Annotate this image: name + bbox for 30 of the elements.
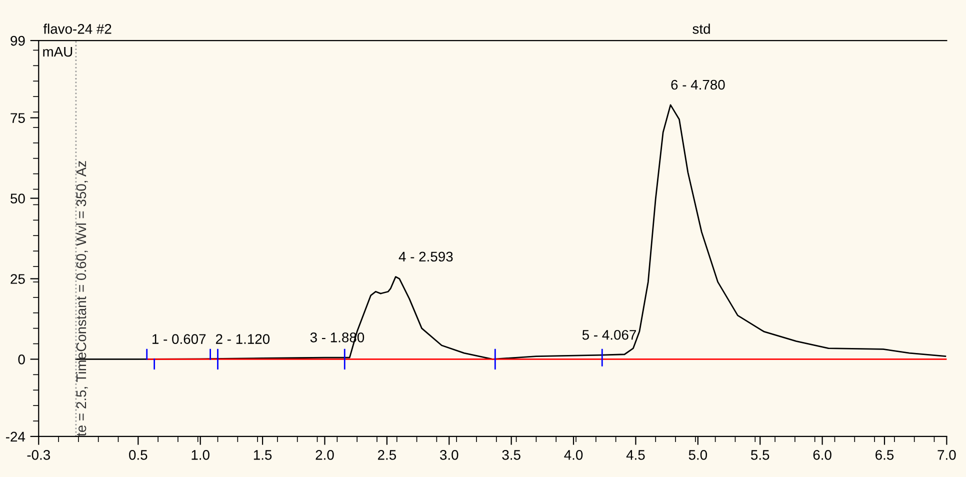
x-tick-label: 7.0: [938, 450, 956, 460]
annotation: 5 - 4.067: [582, 330, 636, 340]
annotation: 2 - 1.120: [216, 334, 270, 344]
x-tick-label: 1.5: [254, 450, 272, 460]
x-tick-label: 4.0: [564, 450, 583, 460]
x-tick-label: 2.0: [316, 450, 334, 460]
chart-subtitle: std: [692, 24, 710, 34]
y-tick-label: 0: [18, 354, 25, 364]
y-tick-label: 25: [10, 274, 25, 284]
x-tick-label: 6.5: [876, 450, 894, 460]
x-tick-label: 2.5: [378, 450, 396, 460]
y-tick-label: 99: [10, 36, 25, 46]
annotation: te = 2.5, TimeConstant = 0.60, Wvl = 350, Az: [76, 161, 88, 436]
x-tick-label: 5.5: [751, 450, 770, 460]
x-tick-label: 3.5: [502, 450, 520, 460]
x-tick-label: 5.0: [688, 450, 708, 460]
x-tick-label: -0.3: [27, 450, 50, 460]
annotation: 1 - 0.607: [152, 334, 206, 344]
x-tick-label: 1.0: [192, 450, 210, 460]
x-tick-label: 4.5: [626, 450, 645, 460]
y-tick-label: 75: [10, 113, 25, 123]
annotation: 4 - 2.593: [398, 252, 453, 262]
y-axis-title: mAU: [43, 46, 72, 57]
annotation: 6 - 4.780: [671, 80, 725, 90]
x-tick-label: 0.5: [129, 450, 148, 460]
y-tick-label: -24: [6, 432, 26, 442]
chart-title: flavo-24 #2: [43, 24, 112, 34]
y-tick-label: 50: [10, 194, 25, 204]
x-tick-label: 3.0: [440, 450, 458, 460]
x-tick-label: 6.0: [813, 450, 832, 460]
